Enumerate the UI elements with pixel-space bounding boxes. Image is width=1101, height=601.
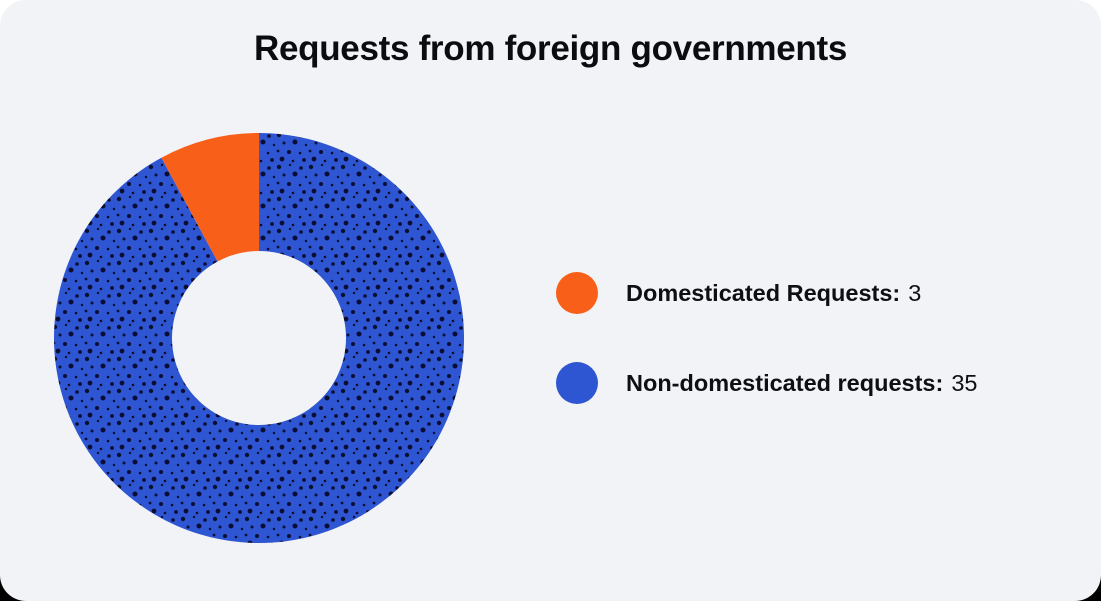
legend-label: Non-domesticated requests:	[626, 369, 944, 396]
donut-segment-domesticated	[161, 133, 259, 262]
legend-value: 3	[908, 279, 922, 306]
chart-title: Requests from foreign governments	[254, 29, 847, 68]
legend-swatch-orange-icon	[556, 272, 598, 314]
legend-swatch-blue-icon	[556, 362, 598, 404]
donut-segment-non-domesticated	[54, 133, 465, 543]
legend-label: Domesticated Requests:	[626, 279, 901, 306]
legend-value: 35	[951, 369, 978, 396]
legend: Domesticated Requests: 3 Non-domesticate…	[556, 272, 977, 452]
legend-item-domesticated: Domesticated Requests: 3	[556, 272, 977, 314]
legend-item-non-domesticated: Non-domesticated requests: 35	[556, 362, 977, 404]
donut-chart	[54, 133, 465, 543]
